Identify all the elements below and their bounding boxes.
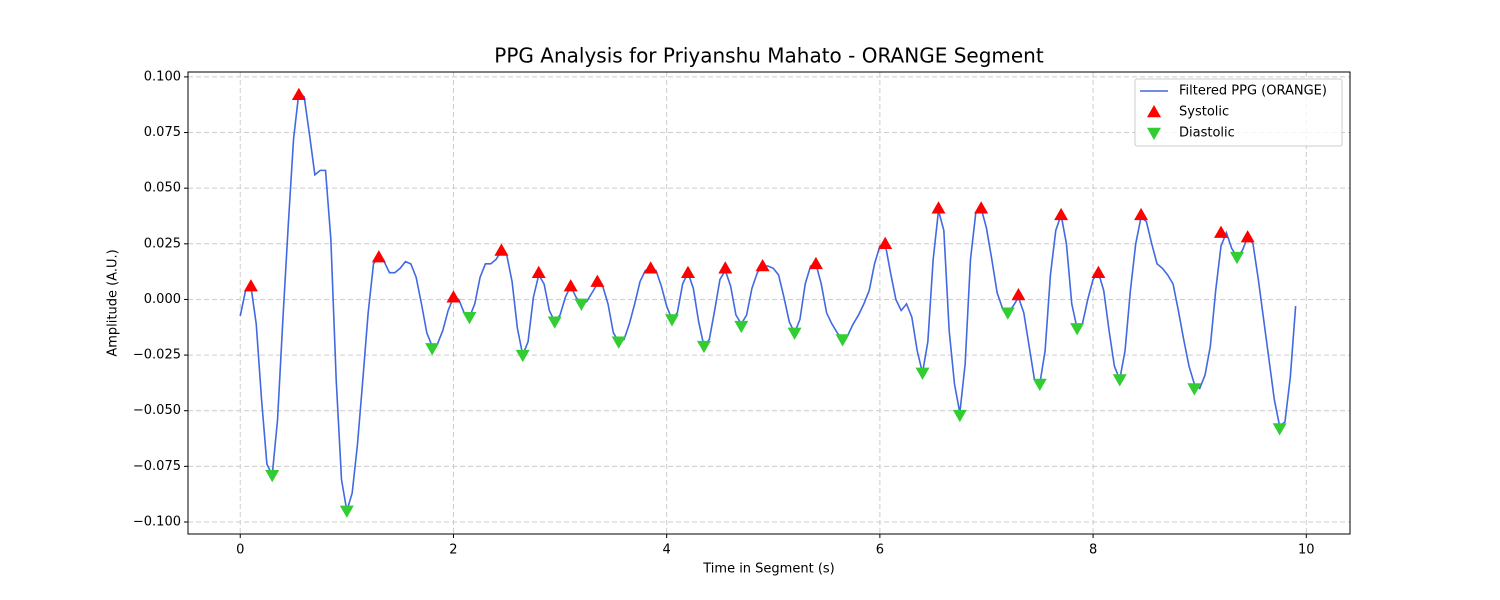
x-tick-label: 8	[1089, 543, 1097, 558]
marker	[915, 367, 930, 380]
marker	[643, 261, 658, 274]
marker	[1229, 251, 1244, 265]
legend-swatch	[1147, 105, 1161, 118]
marker	[718, 261, 733, 274]
marker	[1112, 374, 1127, 387]
marker	[1214, 225, 1229, 238]
marker	[446, 290, 461, 303]
marker	[680, 265, 695, 278]
y-tick-label: −0.025	[133, 348, 181, 363]
marker	[1134, 207, 1149, 221]
marker	[1272, 423, 1287, 436]
y-tick-label: 0.075	[144, 125, 181, 140]
x-axis-label: Time in Segment (s)	[702, 562, 834, 577]
marker	[590, 274, 605, 287]
y-axis-label: Amplitude (A.U.)	[106, 249, 121, 356]
marker	[835, 334, 850, 347]
marker	[291, 87, 306, 100]
marker	[878, 236, 893, 250]
y-tick-label: 0.050	[144, 181, 181, 196]
marker	[1032, 378, 1047, 392]
legend-label: Diastolic	[1179, 126, 1235, 141]
marker	[1187, 383, 1202, 396]
y-tick-label: 0.100	[144, 69, 181, 84]
marker	[531, 265, 546, 278]
marker	[425, 343, 440, 356]
marker	[494, 243, 509, 256]
marker	[696, 340, 711, 354]
legend-label: Filtered PPG (ORANGE)	[1179, 84, 1327, 99]
marker	[952, 409, 967, 423]
marker	[1091, 265, 1106, 278]
chart-title: PPG Analysis for Priyanshu Mahato - ORAN…	[494, 44, 1044, 68]
marker	[547, 316, 562, 329]
marker	[755, 259, 770, 272]
legend-label: Systolic	[1179, 105, 1229, 120]
marker	[787, 327, 802, 340]
y-tick-label: −0.100	[133, 514, 181, 529]
marker	[574, 298, 589, 311]
marker	[664, 314, 679, 327]
marker	[1070, 323, 1085, 336]
x-tick-label: 6	[876, 543, 884, 558]
legend-swatch	[1147, 127, 1161, 140]
plot-frame	[187, 71, 1351, 535]
marker	[611, 336, 626, 349]
marker	[515, 349, 530, 363]
marker	[243, 279, 258, 292]
y-tick-label: 0.000	[144, 292, 181, 307]
marker	[339, 505, 354, 518]
marker	[1000, 307, 1015, 320]
marker	[734, 320, 749, 334]
marker	[1054, 207, 1069, 221]
marker	[462, 311, 477, 325]
marker	[265, 469, 280, 483]
marker	[371, 250, 386, 263]
legend-box	[1134, 78, 1343, 147]
x-tick-label: 10	[1298, 543, 1315, 558]
x-tick-label: 0	[236, 543, 244, 558]
marker	[808, 256, 823, 270]
y-tick-label: 0.025	[144, 236, 181, 251]
x-tick-label: 2	[449, 543, 457, 558]
marker	[931, 201, 946, 214]
x-tick-label: 4	[663, 543, 671, 558]
y-tick-label: −0.075	[133, 459, 181, 474]
marker	[563, 279, 578, 292]
marker	[1240, 230, 1255, 243]
data-line	[239, 90, 1297, 512]
marker	[974, 201, 989, 214]
marker	[1011, 287, 1026, 301]
y-tick-label: −0.050	[133, 403, 181, 418]
